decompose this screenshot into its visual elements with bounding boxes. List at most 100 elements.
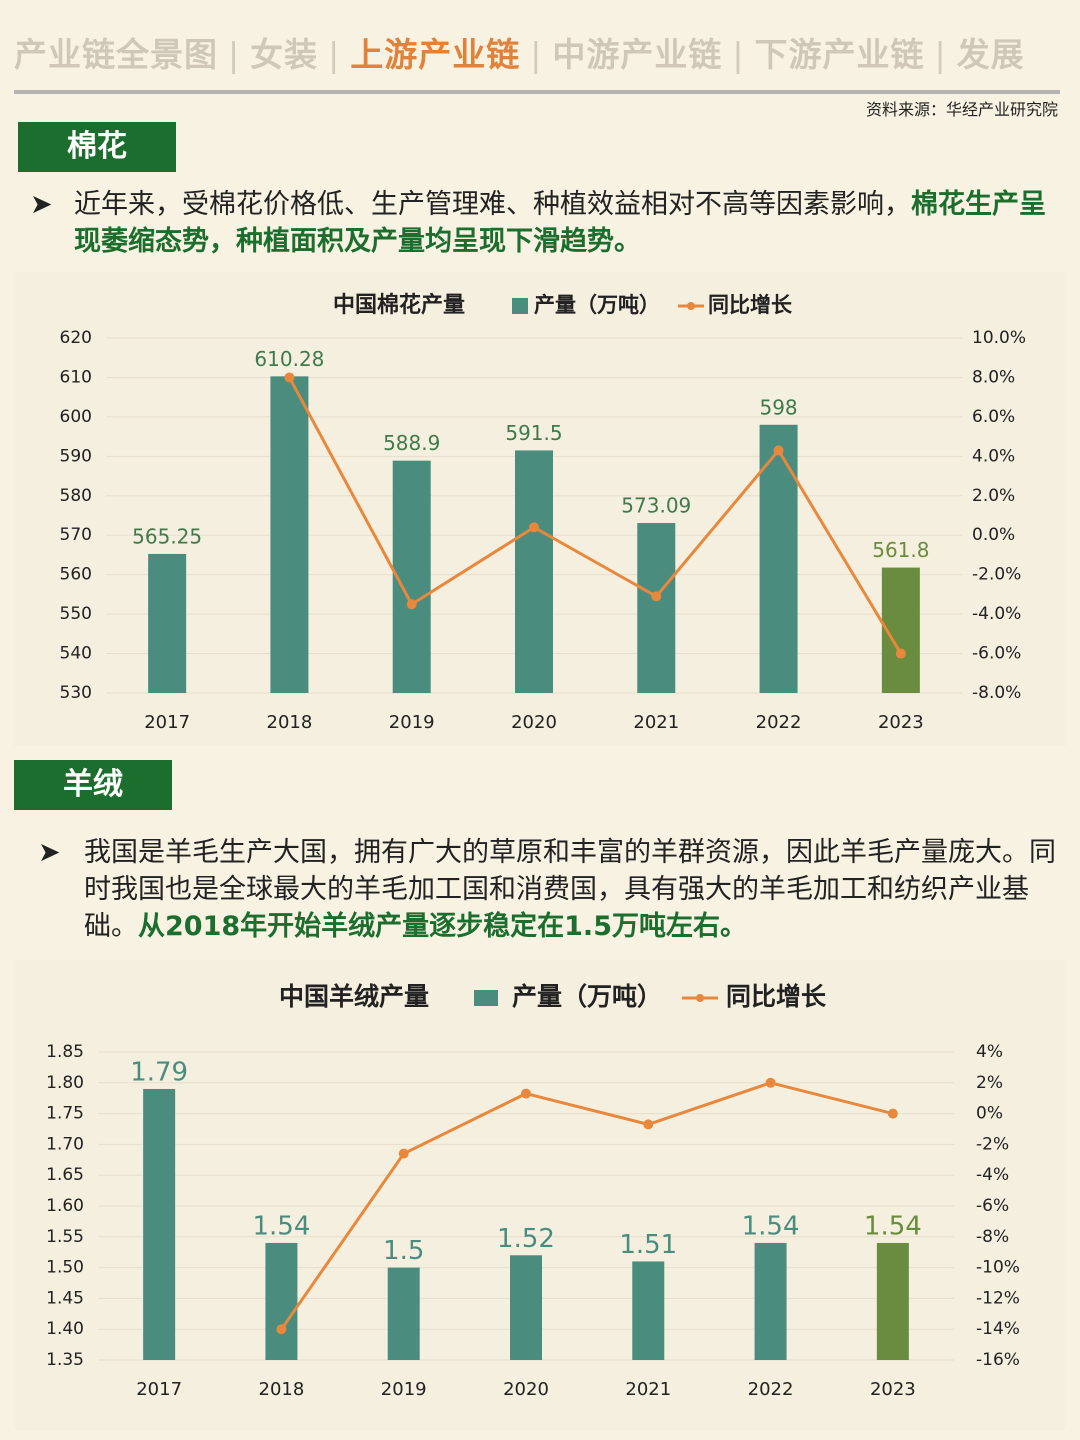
growth-point bbox=[895, 648, 906, 659]
growth-point bbox=[773, 445, 784, 456]
bar-data-label: 1.54 bbox=[742, 1211, 800, 1241]
y-tick-label: 1.45 bbox=[46, 1288, 84, 1308]
cotton-bullet: ➤ 近年来，受棉花价格低、生产管理难、种植效益相对不高等因素影响，棉花生产呈现萎… bbox=[30, 186, 1065, 266]
y2-tick-label: -8% bbox=[976, 1227, 1009, 1247]
y-tick-label: 1.40 bbox=[46, 1319, 84, 1339]
bar-data-label: 1.51 bbox=[619, 1230, 677, 1260]
growth-point bbox=[643, 1119, 654, 1130]
y-tick-label: 540 bbox=[60, 644, 92, 664]
y-tick-label: 1.75 bbox=[46, 1104, 84, 1124]
bar-data-label: 591.5 bbox=[505, 421, 562, 445]
bar bbox=[515, 450, 553, 693]
y-tick-label: 610 bbox=[60, 367, 92, 387]
x-tick-label: 2022 bbox=[748, 1379, 794, 1400]
cotton-bullet-highlight: 棉花生产呈现萎缩态势，种植面积及产量均呈现下滑趋势。 bbox=[74, 189, 1046, 257]
nav-separator: | bbox=[228, 35, 241, 74]
y2-tick-label: -8.0% bbox=[972, 683, 1021, 703]
y2-tick-label: -6.0% bbox=[972, 644, 1021, 664]
y2-tick-label: 0.0% bbox=[972, 525, 1015, 545]
cashmere-bullet: ➤ 我国是羊毛生产大国，拥有广大的草原和丰富的羊群资源，因此羊毛产量庞大。同时我… bbox=[38, 834, 1070, 946]
x-tick-label: 2018 bbox=[267, 712, 313, 733]
cashmere-chart-panel: 中国羊绒产量 产量（万吨） 同比增长 1.85 1.80 1.75 1.70 1.65 1.60… bbox=[14, 960, 1066, 1430]
growth-point bbox=[529, 522, 539, 533]
legend-bar-swatch bbox=[474, 990, 498, 1006]
cashmere-bullet-plain: 我国是羊毛生产大国，拥有广大的草原和丰富的羊群资源，因此羊毛产量庞大。同时我国也… bbox=[84, 837, 1056, 942]
bar bbox=[510, 1255, 542, 1360]
y-tick-label: 1.55 bbox=[46, 1227, 84, 1247]
source-note: 资料来源：华经产业研究院 bbox=[865, 100, 1058, 119]
x-tick-label: 2022 bbox=[756, 712, 802, 733]
growth-point bbox=[398, 1148, 409, 1159]
nav-item-overview[interactable]: 产业链全景图 bbox=[14, 35, 218, 74]
chart-title: 中国棉花产量 bbox=[333, 292, 465, 318]
cotton-bullet-text: 近年来，受棉花价格低、生产管理难、种植效益相对不高等因素影响，棉花生产呈现萎缩态… bbox=[74, 186, 1064, 260]
x-tick-label: 2023 bbox=[870, 1379, 916, 1400]
growth-point bbox=[406, 599, 417, 610]
bullet-arrow-icon: ➤ bbox=[38, 837, 61, 868]
x-tick-label: 2020 bbox=[511, 712, 557, 733]
nav-separator: | bbox=[732, 35, 745, 74]
y-tick-label: 1.35 bbox=[46, 1350, 84, 1370]
nav-item-downstream[interactable]: 下游产业链 bbox=[754, 35, 925, 74]
y2-tick-label: 10.0% bbox=[972, 328, 1026, 348]
growth-point bbox=[651, 591, 662, 602]
y-tick-label: 530 bbox=[60, 683, 92, 703]
legend-bar-label: 产量（万吨） bbox=[512, 982, 662, 1011]
bar bbox=[754, 1242, 787, 1360]
growth-point bbox=[284, 372, 295, 383]
y2-tick-label: 4% bbox=[976, 1042, 1003, 1062]
bar-data-label: 588.9 bbox=[383, 431, 440, 455]
y2-tick-label: 6.0% bbox=[972, 407, 1015, 427]
bar bbox=[270, 376, 309, 693]
x-tick-label: 2019 bbox=[381, 1379, 427, 1400]
y2-tick-label: -2.0% bbox=[972, 565, 1021, 585]
x-tick-label: 2021 bbox=[625, 1379, 671, 1400]
bar bbox=[143, 1088, 176, 1360]
bar bbox=[876, 1242, 909, 1360]
cotton-chart-panel: 中国棉花产量 产量（万吨） 同比增长 620 610 600 590 580 570 560 550… bbox=[14, 272, 1066, 746]
cashmere-bullet-text: 我国是羊毛生产大国，拥有广大的草原和丰富的羊群资源，因此羊毛产量庞大。同时我国也… bbox=[84, 834, 1070, 945]
nav-item-midstream[interactable]: 中游产业链 bbox=[552, 35, 723, 74]
y2-tick-label: -16% bbox=[976, 1350, 1020, 1370]
growth-point bbox=[276, 1324, 287, 1335]
growth-line bbox=[288, 376, 903, 655]
nav-divider bbox=[14, 90, 1060, 94]
y-tick-label: 1.65 bbox=[46, 1165, 84, 1185]
bar-data-label: 1.54 bbox=[252, 1211, 310, 1241]
y-tick-label: 620 bbox=[60, 328, 92, 348]
y2-tick-label: 2.0% bbox=[972, 486, 1015, 506]
legend-line-marker bbox=[696, 994, 704, 1002]
y2-tick-label: -14% bbox=[976, 1319, 1020, 1339]
cashmere-production-chart: 中国羊绒产量 产量（万吨） 同比增长 1.85 1.80 1.75 1.70 1.65 1.60… bbox=[46, 982, 1020, 1400]
y-tick-label: 600 bbox=[60, 407, 92, 427]
x-tick-label: 2018 bbox=[259, 1379, 305, 1400]
x-tick-label: 2019 bbox=[389, 712, 435, 733]
section-tag-cashmere: 羊绒 bbox=[14, 760, 172, 810]
growth-point bbox=[887, 1108, 898, 1119]
bar-data-label: 610.28 bbox=[254, 347, 324, 371]
y2-tick-label: 2% bbox=[976, 1073, 1003, 1093]
y-tick-label: 1.80 bbox=[46, 1073, 84, 1093]
bar bbox=[637, 523, 676, 693]
bar-data-label: 1.52 bbox=[497, 1224, 555, 1254]
x-tick-label: 2017 bbox=[144, 712, 190, 733]
nav-separator: | bbox=[328, 35, 341, 74]
x-tick-label: 2020 bbox=[503, 1379, 549, 1400]
nav-item-womenswear[interactable]: 女装 bbox=[250, 35, 319, 74]
bar-data-label: 1.79 bbox=[130, 1057, 188, 1087]
x-tick-label: 2023 bbox=[878, 712, 924, 733]
nav-item-development[interactable]: 发展 bbox=[956, 35, 1025, 74]
bullet-arrow-icon: ➤ bbox=[30, 189, 53, 220]
growth-line bbox=[280, 1081, 894, 1331]
legend-bar-label: 产量（万吨） bbox=[534, 293, 660, 317]
y-tick-label: 1.50 bbox=[46, 1258, 84, 1278]
bar-data-label: 561.8 bbox=[872, 538, 929, 562]
bar bbox=[148, 553, 187, 693]
bar bbox=[632, 1261, 665, 1360]
bar-data-label: 598 bbox=[759, 395, 797, 419]
y-tick-label: 570 bbox=[60, 525, 92, 545]
y2-tick-label: -2% bbox=[976, 1134, 1009, 1154]
nav-item-upstream[interactable]: 上游产业链 bbox=[350, 35, 521, 74]
chart-title: 中国羊绒产量 bbox=[279, 982, 429, 1011]
bar-data-label: 1.5 bbox=[383, 1236, 424, 1266]
